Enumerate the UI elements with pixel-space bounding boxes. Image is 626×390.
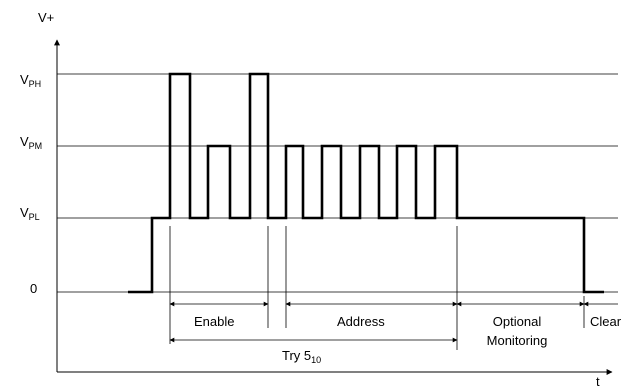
enable-label: Enable [194,314,234,329]
optional-label: Optional [493,314,542,329]
try-label: Try 510 [282,348,321,365]
vph-label: VPH [20,72,41,89]
x-axis-label: t [596,374,600,389]
voltage-waveform [128,72,604,294]
clear-label: Clear [590,314,622,329]
zero-label: 0 [30,281,37,296]
y-axis-label: V+ [38,10,54,25]
address-label: Address [337,314,385,329]
monitoring-label: Monitoring [487,333,548,348]
vpm-label: VPM [20,134,42,151]
vpl-label: VPL [20,205,40,222]
